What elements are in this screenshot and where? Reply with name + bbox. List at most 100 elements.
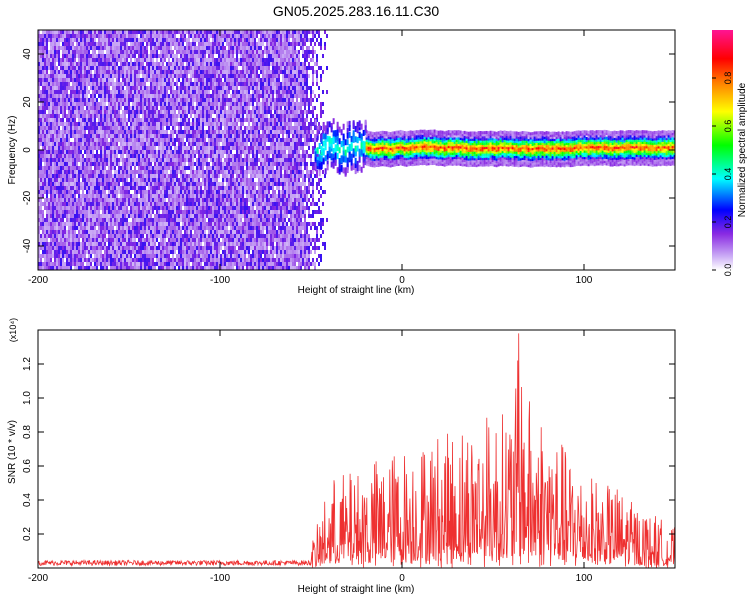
heatmap-cell — [184, 114, 186, 118]
heatmap-cell — [80, 110, 82, 114]
heatmap-cell — [170, 34, 172, 38]
heatmap-cell — [176, 174, 178, 178]
heatmap-cell — [198, 130, 200, 134]
heatmap-cell — [164, 246, 166, 250]
heatmap-cell — [170, 70, 172, 74]
heatmap-cell — [178, 90, 180, 94]
heatmap-cell — [108, 62, 110, 66]
heatmap-cell — [180, 82, 182, 86]
heatmap-cell — [144, 206, 146, 210]
heatmap-cell — [152, 210, 154, 214]
heatmap-cell — [118, 66, 120, 70]
heatmap-cell — [182, 166, 184, 170]
heatmap-cell — [204, 46, 206, 50]
heatmap-cell — [52, 162, 54, 166]
heatmap-cell — [78, 126, 80, 130]
heatmap-cell — [84, 158, 86, 162]
heatmap-cell — [166, 262, 168, 266]
heatmap-cell — [160, 150, 162, 154]
heatmap-cell — [86, 94, 88, 98]
heatmap-cell — [48, 166, 50, 170]
heatmap-cell — [152, 206, 154, 210]
heatmap-cell — [58, 70, 60, 74]
heatmap-cell — [92, 78, 94, 82]
heatmap-cell — [80, 146, 82, 150]
heatmap-cell — [128, 110, 130, 114]
heatmap-cell — [74, 198, 76, 202]
heatmap-cell — [118, 158, 120, 162]
heatmap-cell — [186, 182, 188, 186]
heatmap-cell — [70, 258, 72, 262]
heatmap-cell — [74, 206, 76, 210]
heatmap-cell — [152, 114, 154, 118]
heatmap-cell — [52, 178, 54, 182]
heatmap-cell — [48, 254, 50, 258]
heatmap-cell — [54, 130, 56, 134]
heatmap-cell — [164, 34, 166, 38]
heatmap-cell — [174, 58, 176, 62]
heatmap-cell — [64, 86, 66, 90]
heatmap-cell — [90, 86, 92, 90]
heatmap-cell — [66, 98, 68, 102]
heatmap-cell — [112, 258, 114, 262]
heatmap-cell — [112, 70, 114, 74]
heatmap-cell — [134, 158, 136, 162]
heatmap-cell — [190, 130, 192, 134]
heatmap-cell — [40, 66, 42, 70]
heatmap-cell — [84, 42, 86, 46]
heatmap-cell — [196, 246, 198, 250]
heatmap-cell — [184, 130, 186, 134]
heatmap-cell — [70, 242, 72, 246]
heatmap-cell — [158, 262, 160, 266]
heatmap-cell — [84, 130, 86, 134]
heatmap-cell — [182, 154, 184, 158]
heatmap-cell — [114, 162, 116, 166]
heatmap-cell — [38, 158, 40, 162]
heatmap-cell — [194, 98, 196, 102]
heatmap-cell — [100, 106, 102, 110]
heatmap-cell — [68, 202, 70, 206]
heatmap-cell — [82, 126, 84, 130]
heatmap-cell — [142, 154, 144, 158]
heatmap-cell — [54, 214, 56, 218]
heatmap-cell — [102, 118, 104, 122]
heatmap-cell — [206, 102, 208, 106]
heatmap-cell — [180, 214, 182, 218]
heatmap-cell — [130, 154, 132, 158]
heatmap-cell — [84, 66, 86, 70]
heatmap-cell — [126, 62, 128, 66]
heatmap-cell — [114, 122, 116, 126]
heatmap-cell — [192, 126, 194, 130]
heatmap-cell — [194, 254, 196, 258]
heatmap-cell — [66, 214, 68, 218]
heatmap-cell — [148, 182, 150, 186]
heatmap-cell — [146, 266, 148, 270]
heatmap-cell — [124, 234, 126, 238]
heatmap-cell — [66, 102, 68, 106]
heatmap-cell — [54, 70, 56, 74]
heatmap-cell — [82, 178, 84, 182]
heatmap-cell — [102, 122, 104, 126]
heatmap-cell — [130, 226, 132, 230]
heatmap-cell — [74, 54, 76, 58]
heatmap-cell — [202, 114, 204, 118]
heatmap-cell — [44, 198, 46, 202]
heatmap-cell — [174, 122, 176, 126]
heatmap-cell — [108, 86, 110, 90]
heatmap-cell — [196, 266, 198, 270]
heatmap-cell — [132, 238, 134, 242]
heatmap-cell — [46, 186, 48, 190]
heatmap-cell — [112, 50, 114, 54]
heatmap-cell — [74, 190, 76, 194]
heatmap-cell — [62, 206, 64, 210]
heatmap-cell — [150, 210, 152, 214]
heatmap-cell — [124, 74, 126, 78]
heatmap-cell — [110, 198, 112, 202]
heatmap-cell — [74, 118, 76, 122]
heatmap-cell — [202, 166, 204, 170]
heatmap-cell — [56, 190, 58, 194]
heatmap-cell — [52, 246, 54, 250]
heatmap-cell — [108, 222, 110, 226]
heatmap-cell — [62, 218, 64, 222]
heatmap-cell — [94, 58, 96, 62]
